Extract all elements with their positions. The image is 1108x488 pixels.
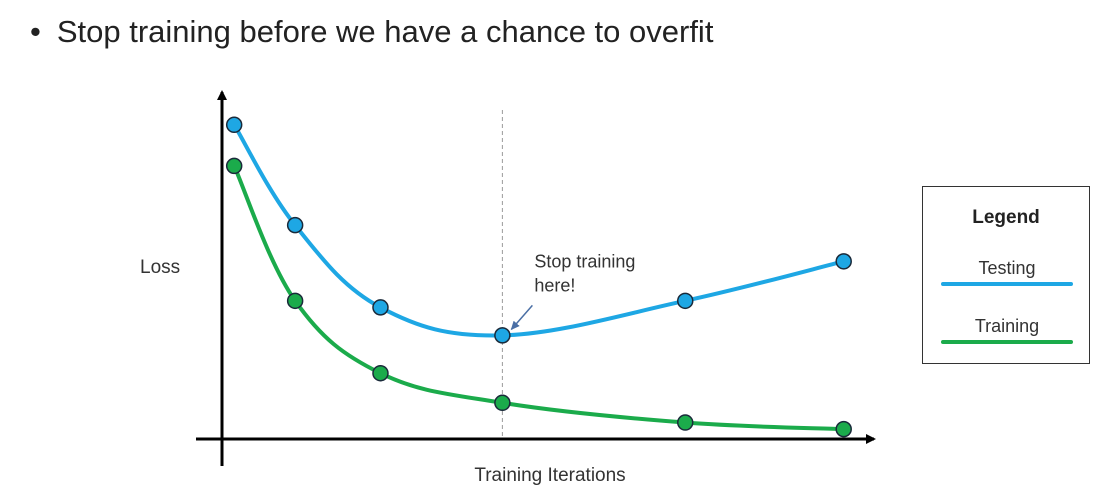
legend: Legend Testing Training: [922, 186, 1090, 364]
data-point-training-3: [494, 394, 511, 412]
annotation-layer: Stop training here!: [510, 251, 635, 331]
legend-title: Legend: [972, 207, 1040, 228]
legend-label-testing: Testing: [978, 258, 1036, 278]
legend-entry-testing: Testing: [941, 257, 1073, 286]
x-axis-label: Training Iterations: [474, 465, 625, 486]
series-layer: [225, 116, 852, 438]
bullet-line: • Stop training before we have a chance t…: [30, 14, 713, 50]
data-point-training-1: [286, 292, 304, 310]
legend-swatch-training: [941, 340, 1073, 344]
legend-entry-training: Training: [941, 315, 1073, 344]
data-point-testing-2: [372, 299, 389, 316]
data-point-testing-0: [225, 116, 243, 134]
annotation-arrow: [510, 304, 533, 331]
data-point-training-0: [225, 157, 243, 175]
data-point-training-2: [372, 364, 389, 382]
annotation-text-line-1: here!: [534, 275, 575, 295]
bullet-text: Stop training before we have a chance to…: [56, 14, 714, 49]
series-line-training: [232, 163, 846, 432]
data-point-training-5: [835, 420, 852, 438]
data-point-testing-4: [676, 292, 694, 310]
data-point-training-4: [676, 414, 694, 431]
series-line-testing: [232, 122, 846, 338]
data-point-testing-3: [494, 327, 511, 344]
data-point-testing-5: [835, 253, 852, 270]
legend-swatch-testing: [941, 282, 1073, 286]
y-axis-label: Loss: [140, 257, 180, 278]
data-point-testing-1: [286, 216, 304, 234]
bullet-dot: •: [30, 14, 41, 49]
annotation-text-line-0: Stop training: [534, 251, 635, 271]
legend-label-training: Training: [974, 316, 1040, 336]
